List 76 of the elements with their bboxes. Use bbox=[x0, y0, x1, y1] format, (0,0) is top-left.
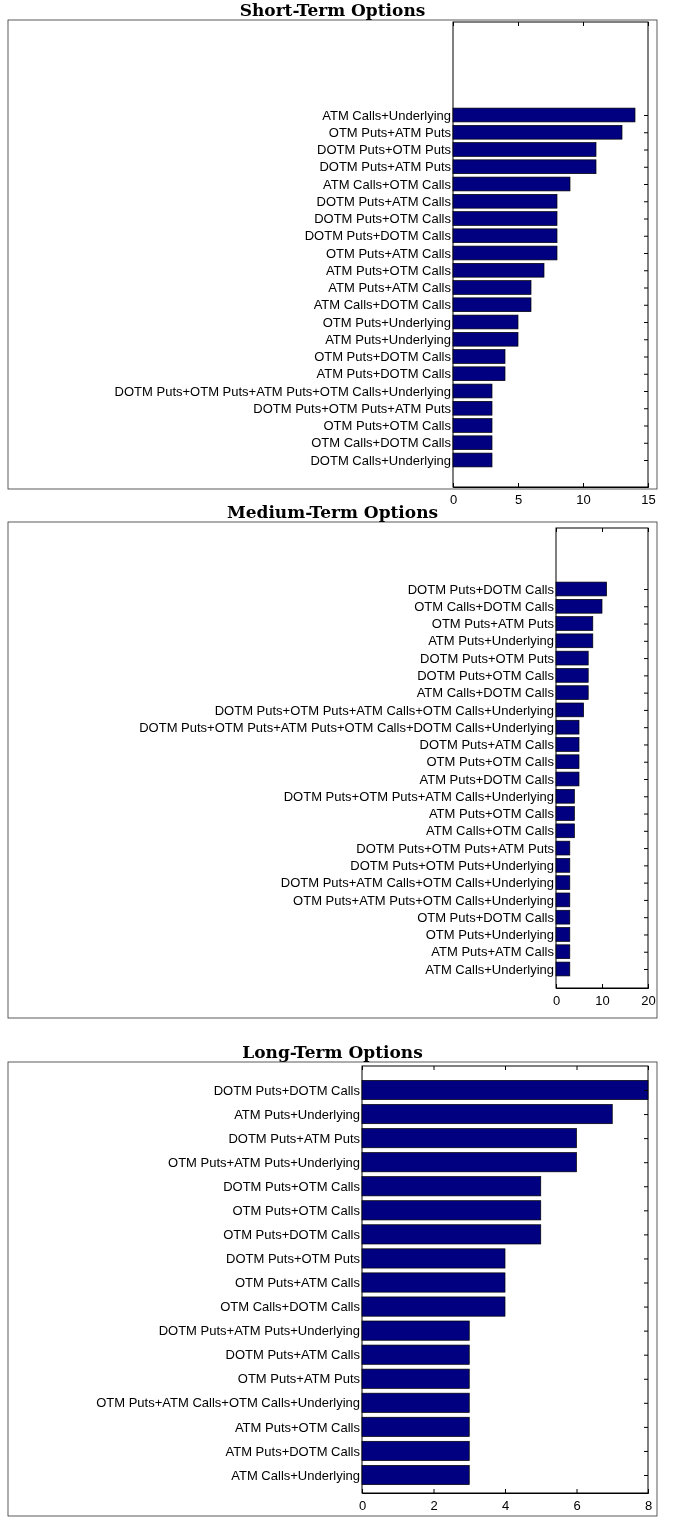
y-tick-label: DOTM Calls+Underlying bbox=[310, 452, 451, 468]
y-tick-label: DOTM Puts+OTM Puts+ATM Calls+Underlying bbox=[283, 788, 554, 804]
y-tick-label: DOTM Puts+OTM Puts bbox=[226, 1251, 361, 1267]
y-tick-label: OTM Puts+ATM Calls bbox=[234, 1275, 361, 1291]
y-tick-label: OTM Puts+ATM Puts bbox=[431, 616, 555, 632]
y-tick-label: OTM Puts+ATM Puts bbox=[237, 1371, 361, 1387]
y-tick-label: ATM Puts+DOTM Calls bbox=[225, 1443, 361, 1459]
y-tick-label: OTM Calls+DOTM Calls bbox=[414, 598, 555, 614]
x-tick-label: 15 bbox=[641, 492, 656, 508]
y-tick-label: OTM Calls+DOTM Calls bbox=[311, 435, 452, 451]
y-tick-label: OTM Puts+ATM Calls+OTM Calls+Underlying bbox=[96, 1395, 360, 1411]
y-tick-label: OTM Puts+DOTM Calls bbox=[314, 349, 452, 365]
y-tick-label: DOTM Puts+OTM Puts+Underlying bbox=[350, 858, 554, 874]
y-tick-label: ATM Puts+OTM Calls bbox=[234, 1419, 361, 1435]
y-tick-label: OTM Puts+OTM Calls bbox=[426, 754, 555, 770]
x-tick-label: 0 bbox=[358, 1498, 367, 1514]
x-tick-label: 10 bbox=[576, 492, 591, 508]
y-tick-label: DOTM Puts+ATM Calls bbox=[316, 193, 452, 209]
y-tick-label: ATM Puts+Underlying bbox=[325, 331, 451, 347]
y-tick-label: OTM Puts+OTM Calls bbox=[232, 1202, 361, 1218]
y-tick-label: DOTM Puts+OTM Calls bbox=[314, 211, 452, 227]
y-tick-label: ATM Calls+Underlying bbox=[322, 107, 451, 123]
y-tick-label: ATM Calls+OTM Calls bbox=[323, 176, 452, 192]
y-tick-label: ATM Puts+OTM Calls bbox=[428, 806, 555, 822]
y-tick-label: DOTM Puts+OTM Puts+ATM Puts+OTM Calls+Underlying bbox=[114, 383, 451, 399]
y-tick-label: DOTM Puts+OTM Puts+ATM Puts bbox=[356, 840, 555, 856]
x-tick-label: 8 bbox=[644, 1498, 653, 1514]
x-tick-label: 0 bbox=[449, 492, 458, 508]
y-tick-label: OTM Puts+ATM Puts bbox=[328, 124, 452, 140]
y-tick-label: OTM Puts+OTM Calls bbox=[323, 418, 452, 434]
y-tick-label: ATM Puts+Underlying bbox=[428, 633, 554, 649]
y-tick-label: ATM Calls+OTM Calls bbox=[426, 823, 555, 839]
y-tick-label: DOTM Puts+OTM Puts+ATM Puts+OTM Calls+DOTM Calls+Underlying bbox=[139, 719, 554, 735]
y-tick-label: DOTM Puts+ATM Puts bbox=[319, 159, 452, 175]
y-tick-label: ATM Calls+Underlying bbox=[231, 1467, 360, 1483]
y-tick-label: DOTM Puts+ATM Puts+Underlying bbox=[158, 1323, 360, 1339]
y-tick-label: OTM Puts+Underlying bbox=[322, 314, 451, 330]
y-tick-label: OTM Puts+DOTM Calls bbox=[223, 1227, 361, 1243]
y-tick-label: ATM Calls+DOTM Calls bbox=[313, 297, 452, 313]
y-tick-label: DOTM Puts+ATM Calls bbox=[225, 1347, 361, 1363]
y-tick-label: DOTM Puts+OTM Calls bbox=[417, 668, 555, 684]
y-tick-label: OTM Puts+ATM Calls bbox=[325, 245, 452, 261]
y-tick-label: ATM Calls+DOTM Calls bbox=[416, 685, 555, 701]
y-tick-label: DOTM Puts+OTM Puts bbox=[420, 650, 555, 666]
y-tick-label: OTM Puts+ATM Puts+Underlying bbox=[168, 1154, 360, 1170]
x-tick-label: 5 bbox=[514, 492, 523, 508]
y-tick-label: ATM Puts+ATM Calls bbox=[431, 944, 555, 960]
y-tick-label: DOTM Puts+OTM Puts bbox=[317, 142, 452, 158]
y-tick-label: ATM Puts+DOTM Calls bbox=[419, 771, 555, 787]
y-tick-label: DOTM Puts+DOTM Calls bbox=[407, 581, 555, 597]
y-tick-label: ATM Puts+OTM Calls bbox=[325, 262, 452, 278]
y-tick-label: DOTM Puts+ATM Puts bbox=[228, 1130, 361, 1146]
x-tick-label: 2 bbox=[430, 1498, 438, 1514]
chart-title: Short-Term Options bbox=[239, 0, 426, 20]
y-tick-label: DOTM Puts+DOTM Calls bbox=[213, 1082, 361, 1098]
x-tick-label: 10 bbox=[595, 993, 610, 1009]
y-tick-label: ATM Calls+Underlying bbox=[425, 961, 554, 977]
y-tick-label: DOTM Puts+ATM Calls+OTM Calls+Underlying bbox=[280, 875, 554, 891]
x-tick-label: 4 bbox=[501, 1498, 510, 1514]
y-tick-label: OTM Puts+Underlying bbox=[425, 927, 554, 943]
y-tick-label: ATM Puts+ATM Calls bbox=[328, 280, 452, 296]
y-tick-label: DOTM Puts+ATM Calls bbox=[419, 737, 555, 753]
y-tick-label: ATM Puts+DOTM Calls bbox=[316, 366, 452, 382]
y-tick-label: OTM Puts+ATM Puts+OTM Calls+Underlying bbox=[293, 892, 554, 908]
x-tick-label: 20 bbox=[641, 993, 656, 1009]
y-tick-label: ATM Puts+Underlying bbox=[234, 1106, 360, 1122]
y-tick-label: OTM Calls+DOTM Calls bbox=[220, 1299, 361, 1315]
x-tick-label: 0 bbox=[552, 993, 561, 1009]
y-tick-label: DOTM Puts+OTM Puts+ATM Puts bbox=[253, 400, 452, 416]
text: Medium-Term Options bbox=[226, 502, 439, 522]
y-tick-label: DOTM Puts+OTM Calls bbox=[223, 1178, 361, 1194]
y-tick-label: OTM Puts+DOTM Calls bbox=[417, 909, 555, 925]
y-tick-label: DOTM Puts+OTM Puts+ATM Calls+OTM Calls+Underlying bbox=[214, 702, 554, 718]
x-tick-label: 6 bbox=[573, 1498, 581, 1514]
chart-title: Long-Term Options bbox=[242, 1042, 423, 1062]
y-tick-label: DOTM Puts+DOTM Calls bbox=[304, 228, 452, 244]
